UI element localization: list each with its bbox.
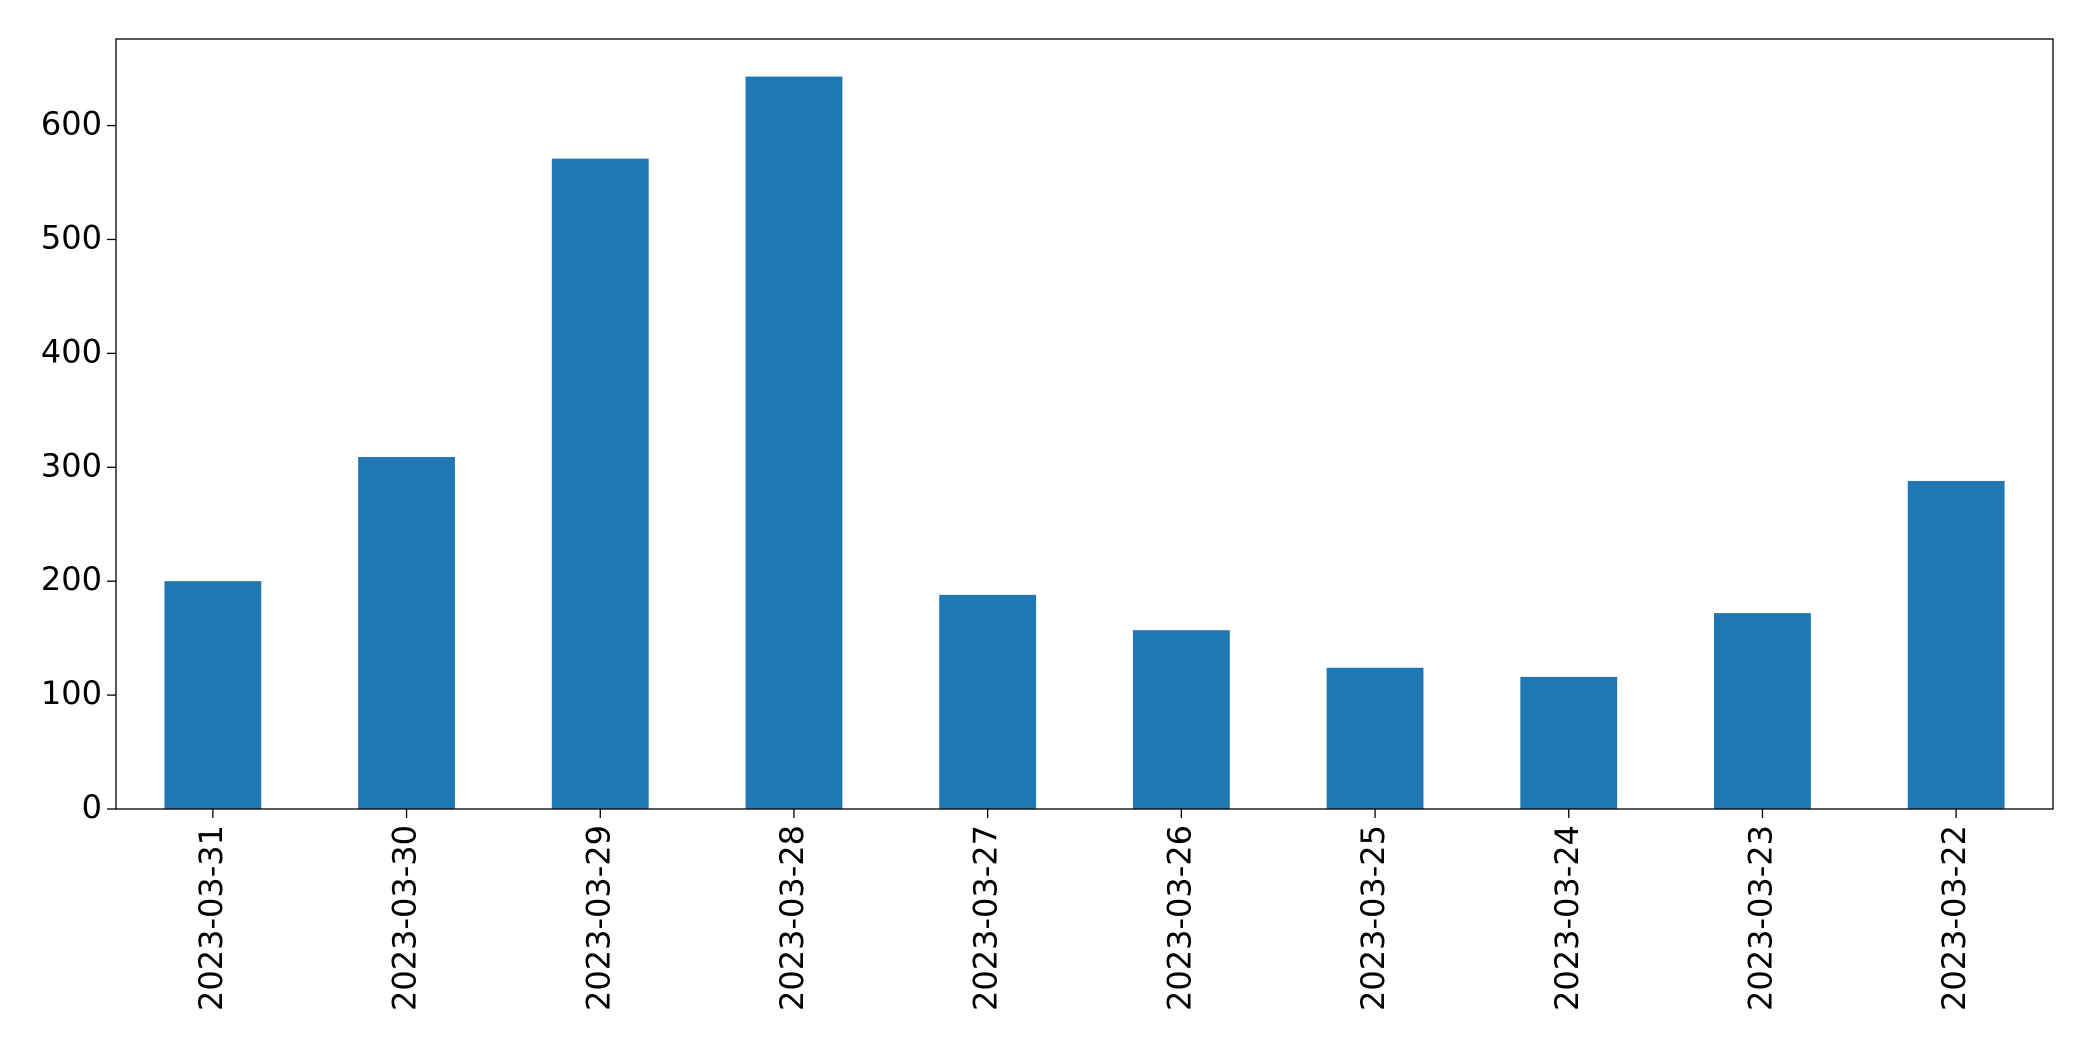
x-tick-label: 2023-03-28 [773,825,811,1011]
y-tick-label: 200 [41,560,102,598]
y-tick-label: 600 [41,105,102,143]
y-tick-label: 300 [41,446,102,484]
y-tick-label: 400 [41,332,102,370]
x-tick-label: 2023-03-24 [1548,825,1586,1011]
plot-frame [115,38,2054,810]
y-tick-label: 0 [82,788,102,826]
x-tick-label: 2023-03-22 [1935,825,1973,1011]
bar [358,457,455,809]
bar [1714,613,1811,809]
x-tick-label: 2023-03-26 [1160,825,1198,1011]
bar [1907,480,2005,809]
x-tick-label: 2023-03-25 [1354,825,1392,1011]
bar [1326,667,1424,809]
x-tick-label: 2023-03-23 [1741,825,1779,1011]
bar [164,581,262,809]
bar [1520,676,1618,809]
bar [1132,630,1230,809]
x-tick-label: 2023-03-29 [579,825,617,1011]
x-tick-label: 2023-03-30 [386,825,424,1011]
y-tick-label: 500 [41,218,102,256]
bar [551,158,649,809]
x-tick-label: 2023-03-27 [967,825,1005,1011]
bar [745,76,843,810]
bar [939,594,1037,809]
y-tick-label: 100 [41,674,102,712]
x-tick-label: 2023-03-31 [192,825,230,1011]
